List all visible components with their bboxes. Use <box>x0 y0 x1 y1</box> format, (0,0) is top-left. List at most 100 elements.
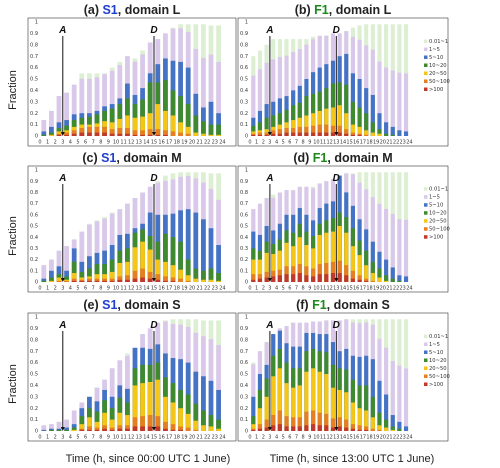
x-tick-label-d: 18 <box>366 286 372 292</box>
y-tick-label-a: 0.2 <box>30 111 38 117</box>
bar-d-12-20~50 <box>330 231 336 282</box>
y-tick-label-d: 0.8 <box>240 190 248 196</box>
bar-f-15-50~100 <box>350 424 355 431</box>
bar-e-22-10~20 <box>208 415 214 431</box>
legend-swatch-b <box>424 71 428 75</box>
bar-c-16-50~100 <box>163 276 168 282</box>
bar-c-8-50~100 <box>102 278 107 282</box>
x-tick-label-c: 0 <box>38 286 41 292</box>
bar-e-10->100 <box>117 428 123 431</box>
bar-f-18-5~10 <box>370 359 375 431</box>
bar-a-7-1~5 <box>94 77 100 136</box>
x-tick-label-f: 5 <box>282 435 285 441</box>
bar-b-14-10~20 <box>344 84 349 136</box>
bar-b-11-50~100 <box>324 124 329 136</box>
bar-b-12-20~50 <box>330 107 336 136</box>
x-tick-label-b: 16 <box>353 140 359 146</box>
bar-e-6->100 <box>87 429 92 431</box>
bar-e-5-10~20 <box>79 416 85 431</box>
bar-d-19-5~10 <box>377 251 382 282</box>
bar-f-1->100 <box>257 428 263 431</box>
legend-swatch-f <box>424 334 428 338</box>
bar-f-19-20~50 <box>377 425 382 431</box>
bar-f-4-50~100 <box>277 410 282 431</box>
bar-d-3->100 <box>271 276 276 282</box>
x-tick-label-c: 3 <box>61 286 64 292</box>
bar-c-4->100 <box>71 280 77 282</box>
x-tick-label-a: 1 <box>46 140 49 146</box>
x-tick-label-d: 12 <box>327 286 333 292</box>
x-axis-label-right: Time (h, since 13:00 UTC 1 June) <box>270 453 435 465</box>
bar-a-6-50~100 <box>87 126 92 136</box>
x-tick-label-c: 22 <box>204 286 210 292</box>
bar-b-15-50~100 <box>350 132 355 136</box>
bar-d-11->100 <box>324 274 329 282</box>
bar-f-14->100 <box>344 427 349 431</box>
legend-label-d: 10~20 <box>429 211 447 217</box>
bar-a-3-1~5 <box>64 92 69 136</box>
bar-b-14-50~100 <box>344 129 349 136</box>
x-tick-label-b: 15 <box>346 140 352 146</box>
y-tick-label-a: 0 <box>35 134 38 140</box>
bar-f-12-20~50 <box>330 387 336 431</box>
x-tick-label-d: 23 <box>400 286 406 292</box>
bar-c-21-5~10 <box>201 219 206 282</box>
x-tick-label-f: 8 <box>302 435 305 441</box>
bar-e-14->100 <box>147 426 153 431</box>
y-tick-label-c: 0.2 <box>30 257 38 263</box>
bar-a-23-1~5 <box>216 61 221 136</box>
bar-c-13-20~50 <box>140 241 145 282</box>
bar-f-6-50~100 <box>291 417 296 431</box>
bar-c-19-5~10 <box>185 209 191 282</box>
legend-swatch-f <box>424 350 428 354</box>
bar-a-10->100 <box>117 133 123 136</box>
y-axis-label-row-3: Fraction <box>7 364 19 404</box>
y-tick-label-e: 0.7 <box>30 349 38 355</box>
bar-b-20-5~10 <box>384 122 389 136</box>
x-tick-label-f: 24 <box>406 435 412 441</box>
legend-label-b: 50~100 <box>429 79 450 85</box>
x-tick-label-c: 23 <box>212 286 218 292</box>
annotation-label-a-c: A <box>58 173 66 184</box>
x-tick-label-f: 12 <box>327 435 333 441</box>
bar-a-7->100 <box>94 132 100 136</box>
bar-b-19-20~50 <box>377 133 382 136</box>
x-tick-label-b: 13 <box>333 140 339 146</box>
y-tick-label-c: 0.3 <box>30 246 38 252</box>
bar-b-5-50~100 <box>284 128 289 136</box>
bar-f-5-20~50 <box>284 383 289 431</box>
bar-e-16-20~50 <box>163 396 168 431</box>
bar-e-20-10~20 <box>193 403 199 431</box>
bar-d-18-1~5 <box>370 197 375 282</box>
bar-a-5-50~100 <box>79 128 85 136</box>
bar-a-16-10~20 <box>163 80 168 136</box>
bar-a-9->100 <box>109 133 115 136</box>
x-tick-label-b: 12 <box>327 140 333 146</box>
x-tick-label-e: 2 <box>54 435 57 441</box>
x-tick-label-c: 1 <box>46 286 49 292</box>
bar-b-1-10~20 <box>257 122 263 136</box>
x-tick-label-e: 18 <box>174 435 180 441</box>
bar-a-23-10~20 <box>216 124 221 136</box>
x-tick-label-f: 10 <box>313 435 319 441</box>
y-tick-label-d: 0.6 <box>240 212 248 218</box>
bar-c-12->100 <box>132 278 138 282</box>
bar-b-23-1~5 <box>403 73 409 136</box>
y-tick-label-a: 0.6 <box>30 65 38 71</box>
bar-a-17-50~100 <box>170 131 176 136</box>
bar-f-13-20~50 <box>337 389 342 431</box>
bar-f-21-20~50 <box>390 429 395 431</box>
bar-a-20-1~5 <box>193 48 199 136</box>
bar-b-16->100 <box>357 134 362 136</box>
bar-b-10->100 <box>317 132 322 136</box>
bar-f-21-1~5 <box>390 361 395 431</box>
bar-e-13-50~100 <box>140 416 145 431</box>
x-tick-label-b: 22 <box>393 140 399 146</box>
y-tick-label-a: 0.7 <box>30 54 38 60</box>
x-tick-label-f: 18 <box>366 435 372 441</box>
x-tick-label-a: 6 <box>84 140 87 146</box>
bar-d-23-5~10 <box>403 276 409 282</box>
bar-f-23-5~10 <box>403 426 409 431</box>
bar-f-20-5~10 <box>384 394 389 431</box>
bar-c-21-10~20 <box>201 270 206 282</box>
